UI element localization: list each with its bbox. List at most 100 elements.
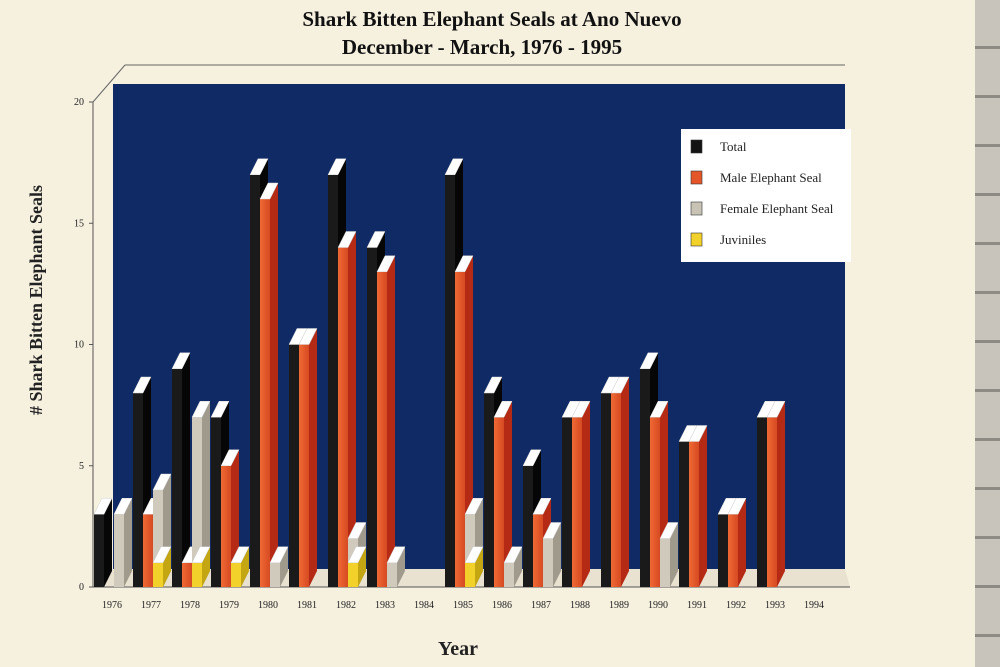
bar-top xyxy=(93,498,113,515)
legend-item-male-elephant-seal: Male Elephant Seal xyxy=(690,170,822,185)
bar-side xyxy=(280,546,288,587)
bar-side xyxy=(270,183,278,587)
y-axis-label: # Shark Bitten Elephant Seals xyxy=(26,185,46,415)
bar-side xyxy=(163,546,171,587)
bar-top xyxy=(454,255,474,272)
bar-top xyxy=(464,546,484,563)
bar-male-elephant-seal-1986 xyxy=(493,401,513,587)
bar-top xyxy=(327,158,347,175)
bar-top xyxy=(259,182,279,200)
legend-swatch xyxy=(690,139,703,154)
bar-top xyxy=(347,546,367,563)
bar-front xyxy=(640,368,650,587)
bars-group xyxy=(93,158,786,587)
bar-top xyxy=(688,425,708,442)
x-tick-label: 1991 xyxy=(687,600,707,611)
x-tick-label: 1984 xyxy=(414,600,434,611)
bar-front xyxy=(465,562,475,587)
bar-front xyxy=(465,514,475,587)
bar-side xyxy=(475,546,483,587)
bar-front xyxy=(348,562,358,587)
bar-top xyxy=(503,546,523,563)
bar-front xyxy=(494,417,504,587)
bar-front xyxy=(231,562,241,587)
bar-male-elephant-seal-1992 xyxy=(727,498,747,587)
bar-top xyxy=(483,376,503,394)
bar-front xyxy=(192,417,202,587)
bar-front xyxy=(221,465,231,587)
bar-side xyxy=(582,401,590,587)
bar-front xyxy=(153,562,163,587)
bar-top xyxy=(113,498,133,515)
bar-male-elephant-seal-1982 xyxy=(337,231,357,587)
bar-side xyxy=(348,231,356,587)
bar-female-elephant-seal-1976 xyxy=(113,498,133,587)
bar-total-1978 xyxy=(171,352,191,587)
bar-top xyxy=(386,546,406,563)
bar-front xyxy=(182,562,192,587)
y-tick-label: 0 xyxy=(79,582,84,593)
bar-front xyxy=(367,247,377,587)
bar-top xyxy=(152,546,172,563)
bar-front xyxy=(328,174,338,587)
bar-front xyxy=(484,393,494,587)
bar-side xyxy=(124,498,132,587)
bar-front xyxy=(172,368,182,587)
x-tick-label: 1982 xyxy=(336,600,356,611)
x-tick-label: 1976 xyxy=(102,600,122,611)
legend-label: Male Elephant Seal xyxy=(720,170,822,185)
bar-female-elephant-seal-1978 xyxy=(191,401,211,587)
bar-front xyxy=(757,417,767,587)
bar-side xyxy=(202,401,210,587)
x-axis-label: Year xyxy=(438,638,478,660)
bar-side xyxy=(309,328,317,587)
x-tick-label: 1987 xyxy=(531,600,551,611)
legend-swatch xyxy=(690,170,703,185)
y-tick-label: 15 xyxy=(74,218,84,229)
bar-front xyxy=(192,562,202,587)
bar-side xyxy=(397,546,405,587)
legend-swatch xyxy=(690,232,703,247)
bar-front xyxy=(660,538,670,587)
bar-male-elephant-seal-1991 xyxy=(688,425,708,587)
x-tick-label: 1986 xyxy=(492,600,512,611)
bar-male-elephant-seal-1980 xyxy=(259,182,279,587)
bar-top xyxy=(522,449,542,466)
bar-female-elephant-seal-1986 xyxy=(503,546,523,587)
bar-juviniles-1985 xyxy=(464,546,484,587)
bar-male-elephant-seal-1988 xyxy=(571,401,591,587)
bar-top xyxy=(571,401,591,418)
bar-top xyxy=(639,352,659,369)
bar-front xyxy=(94,514,104,587)
bar-side xyxy=(241,546,249,587)
bar-front xyxy=(601,393,611,587)
bar-front xyxy=(543,538,553,587)
bar-front xyxy=(143,514,153,587)
bar-front xyxy=(377,271,387,587)
bar-top xyxy=(649,401,669,418)
bar-side xyxy=(202,546,210,587)
bar-front xyxy=(523,465,533,587)
y-tick-group: 0 5 10 15 20 xyxy=(74,97,93,593)
bar-front xyxy=(133,393,143,587)
bar-front xyxy=(689,441,699,587)
bar-front xyxy=(211,417,221,587)
chart-title: Shark Bitten Elephant Seals at Ano Nuevo xyxy=(302,7,681,31)
bar-top xyxy=(132,376,152,394)
bar-side xyxy=(670,522,678,587)
bar-side xyxy=(738,498,746,587)
bar-juviniles-1978 xyxy=(191,546,211,587)
x-tick-label: 1989 xyxy=(609,600,629,611)
bar-top xyxy=(542,522,562,539)
bar-top xyxy=(376,255,396,272)
bar-top xyxy=(727,498,747,515)
bar-side xyxy=(358,546,366,587)
bar-top xyxy=(532,498,552,515)
bar-top xyxy=(444,158,464,175)
bar-front xyxy=(718,514,728,587)
x-tick-label: 1983 xyxy=(375,600,395,611)
bar-top xyxy=(230,546,250,563)
bar-front xyxy=(289,344,299,587)
bar-top xyxy=(366,231,386,248)
